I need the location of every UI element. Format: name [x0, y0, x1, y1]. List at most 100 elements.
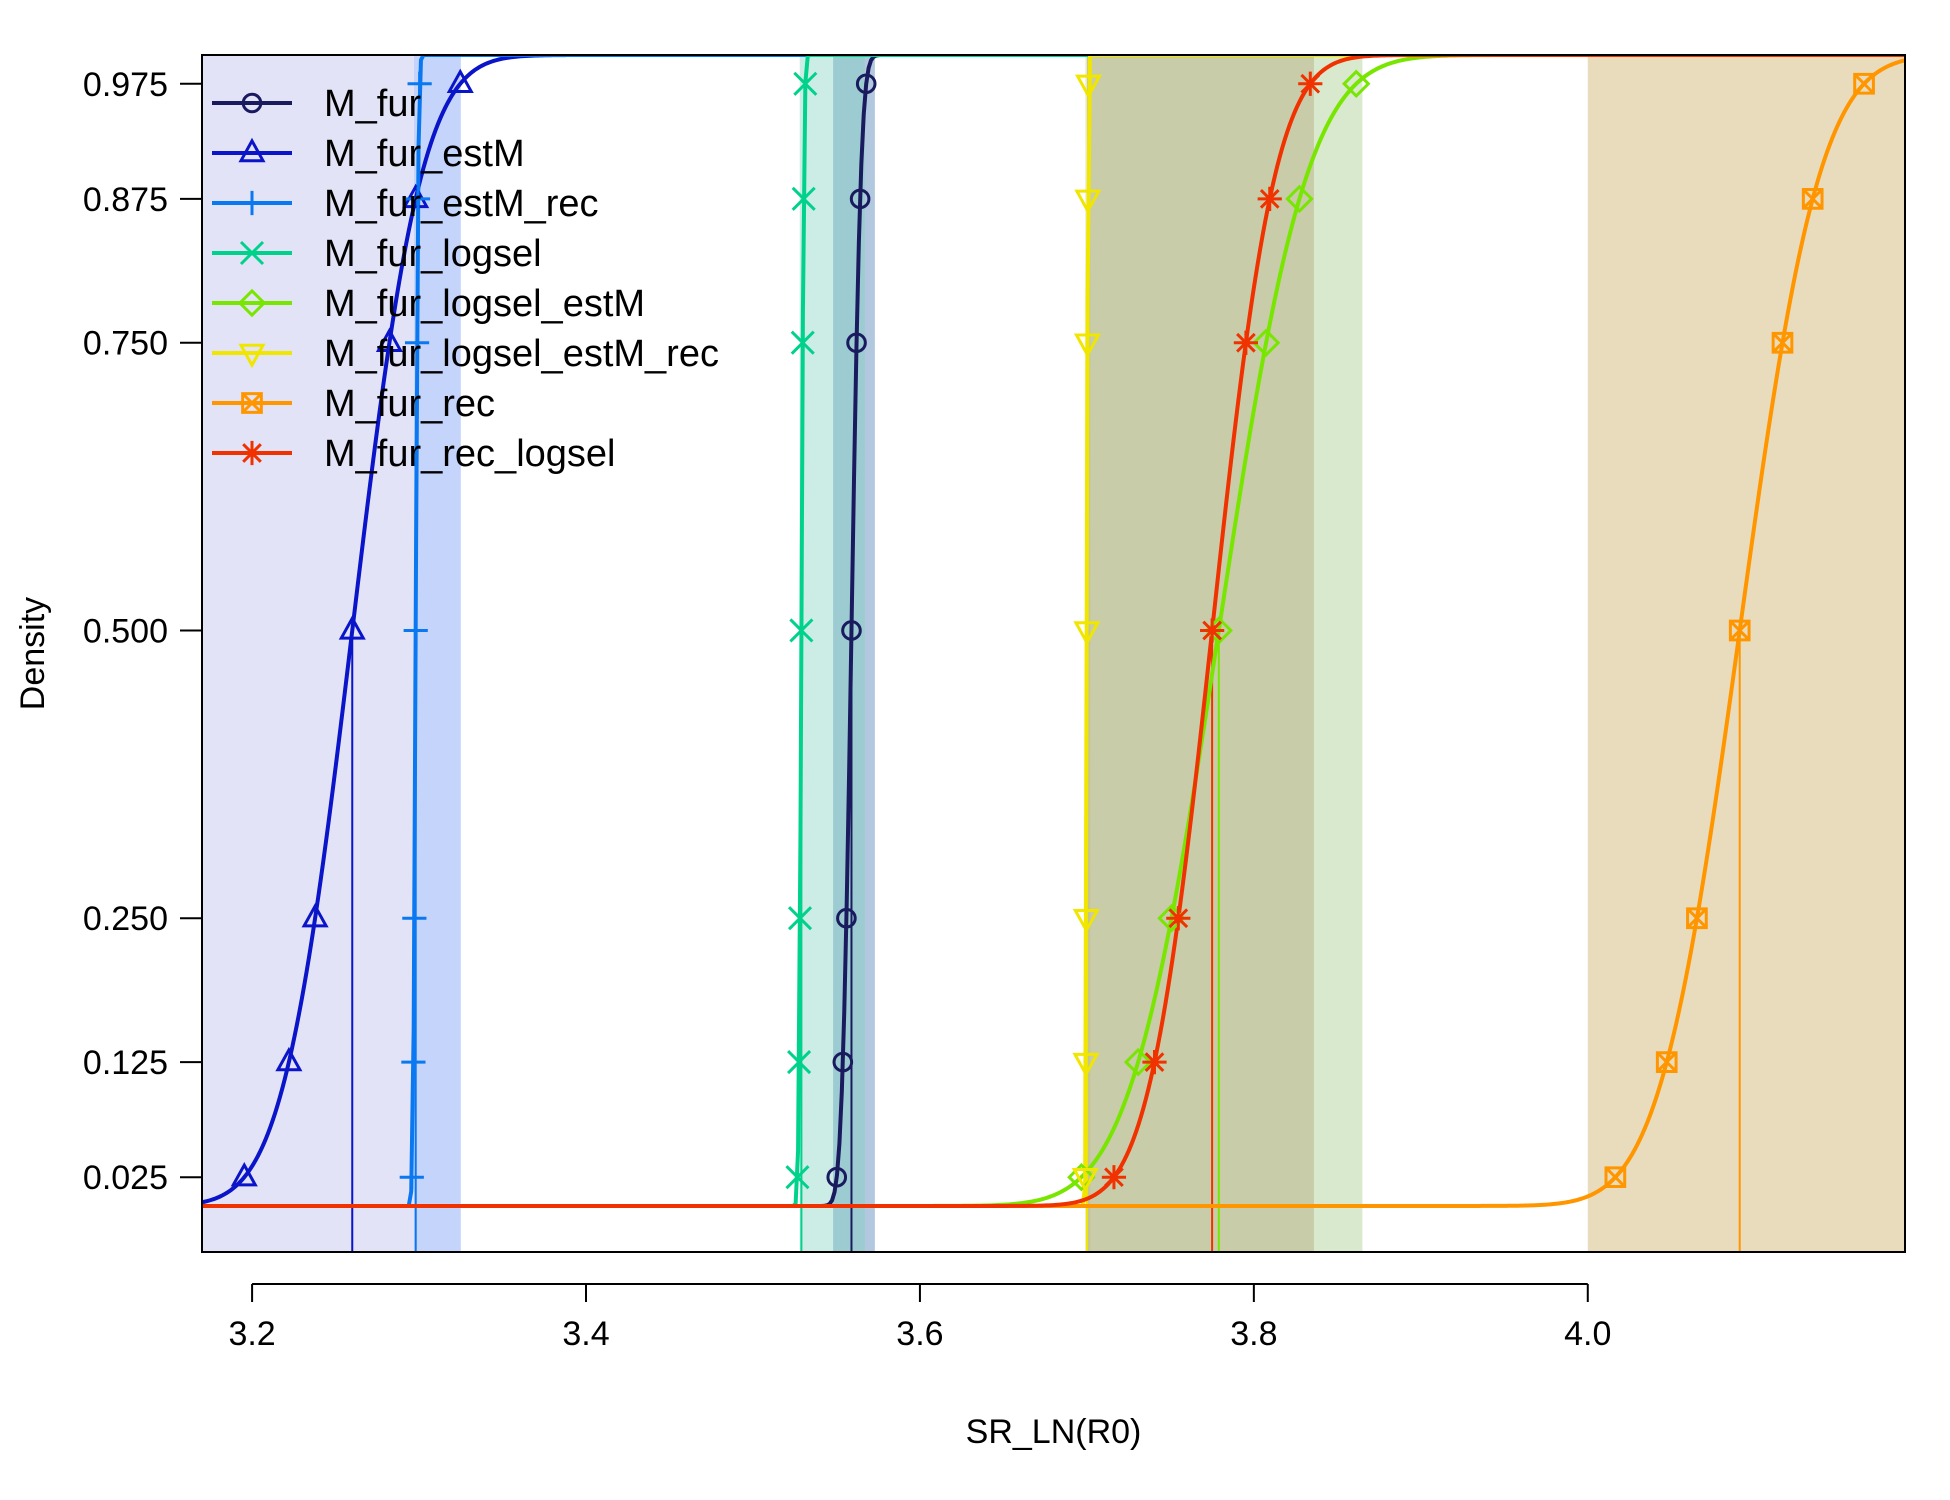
marker-M_fur	[832, 1051, 854, 1073]
legend-label: M_fur_logsel	[324, 233, 542, 275]
y-tick-label: 0.875	[83, 181, 168, 219]
marker-M_fur_estM_rec	[405, 186, 431, 211]
curve-markers	[230, 68, 1875, 1193]
legend-label: M_fur	[324, 83, 421, 125]
marker-M_fur_logsel	[787, 1050, 812, 1075]
marker-M_fur_estM_rec	[403, 618, 428, 643]
legend-marker	[239, 240, 265, 266]
marker-M_fur_estM	[446, 68, 474, 93]
marker-M_fur_estM	[375, 327, 403, 352]
marker-M_fur_logsel_estM_rec	[1072, 1052, 1100, 1078]
marker-M_fur_estM_rec	[402, 906, 427, 931]
band-M_fur_logsel_estM	[1086, 55, 1363, 1252]
legend-item-M_fur_estM_rec: M_fur_estM_rec	[212, 183, 599, 225]
marker-M_fur_rec	[1655, 1051, 1678, 1073]
marker-M_fur_estM	[275, 1046, 303, 1072]
marker-M_fur_rec_logsel	[1101, 1165, 1127, 1190]
band-M_fur_rec	[1587, 55, 1905, 1252]
y-tick-label: 0.975	[83, 66, 168, 104]
legend-label: M_fur_logsel_estM_rec	[324, 333, 719, 375]
marker-M_fur_estM	[301, 903, 329, 928]
marker-M_fur	[849, 188, 871, 210]
marker-M_fur_estM	[402, 183, 430, 209]
marker-M_fur_estM_rec	[399, 1165, 424, 1190]
marker-M_fur_logsel	[793, 71, 818, 96]
x-tick-label: 3.6	[896, 1315, 943, 1353]
marker-M_fur	[836, 907, 857, 929]
marker-M_fur_rec	[1801, 188, 1824, 210]
marker-M_fur_rec	[1686, 907, 1708, 930]
marker-M_fur_rec	[1604, 1166, 1627, 1189]
marker-M_fur_rec	[1771, 331, 1794, 354]
legend-marker	[241, 392, 263, 414]
legend-item-M_fur_logsel_estM_rec: M_fur_logsel_estM_rec	[212, 333, 719, 375]
marker-M_fur_rec_logsel	[1142, 1049, 1167, 1075]
cdf-curve-M_fur_estM	[202, 55, 1905, 1205]
marker-M_fur	[841, 620, 862, 641]
x-axis-label: SR_LN(R0)	[966, 1413, 1142, 1451]
x-tick-label: 4.0	[1564, 1315, 1611, 1353]
y-tick-label: 0.750	[83, 325, 168, 363]
x-tick-label: 3.2	[228, 1315, 275, 1353]
legend-marker	[239, 190, 265, 216]
marker-M_fur_logsel	[791, 186, 816, 211]
y-tick-label: 0.025	[83, 1159, 168, 1197]
marker-M_fur_logsel_estM_rec	[1073, 333, 1102, 358]
marker-M_fur_rec_logsel	[1166, 906, 1191, 931]
marker-M_fur_logsel	[785, 1165, 810, 1190]
y-tick-label: 0.500	[83, 612, 168, 650]
marker-M_fur_rec_logsel	[1257, 186, 1282, 211]
legend-item-M_fur_rec_logsel: M_fur_rec_logsel	[212, 433, 615, 475]
marker-M_fur_logsel_estM_rec	[1072, 909, 1100, 934]
legend-item-M_fur_logsel: M_fur_logsel	[212, 233, 542, 275]
marker-M_fur_logsel_estM	[1285, 184, 1314, 214]
marker-M_fur_logsel_estM_rec	[1073, 621, 1101, 646]
legend-label: M_fur_rec	[324, 383, 495, 425]
legend-item-M_fur_logsel_estM: M_fur_logsel_estM	[212, 283, 645, 325]
legend-label: M_fur_estM_rec	[324, 183, 599, 225]
median-lines	[351, 630, 1741, 1252]
marker-M_fur_estM	[338, 615, 366, 640]
marker-M_fur_rec	[1853, 72, 1875, 95]
band-M_fur_estM_rec	[414, 55, 461, 1252]
legend-item-M_fur_estM: M_fur_estM	[212, 133, 525, 175]
marker-M_fur_rec	[1728, 619, 1751, 642]
y-axis: 0.025 0.125 0.250 0.500 0.750 0.875 0.975	[83, 66, 203, 1197]
legend: M_fur M_fur_estM M_fur_estM_rec M_fur_logse…	[212, 83, 719, 475]
y-tick-label: 0.250	[83, 900, 168, 938]
marker-M_fur_rec_logsel	[1298, 71, 1323, 96]
legend-item-M_fur: M_fur	[212, 83, 421, 125]
cdf-curve-M_fur_rec_logsel	[202, 55, 1905, 1208]
band-M_fur_rec_logsel	[1086, 55, 1314, 1252]
marker-M_fur_logsel_estM	[1342, 69, 1371, 98]
x-axis: 3.2 3.4 3.6 3.8 4.0	[228, 1283, 1611, 1353]
marker-M_fur_logsel_estM_rec	[1074, 189, 1102, 215]
marker-M_fur_logsel	[787, 906, 813, 931]
marker-M_fur_logsel	[789, 618, 814, 643]
marker-M_fur_logsel_estM_rec	[1074, 74, 1103, 99]
marker-M_fur_estM_rec	[407, 71, 432, 96]
marker-M_fur_logsel_estM	[1251, 328, 1281, 357]
marker-M_fur	[846, 332, 867, 354]
legend-item-M_fur_rec: M_fur_rec	[212, 383, 495, 425]
x-tick-label: 3.4	[562, 1315, 609, 1353]
marker-M_fur_rec_logsel	[1233, 330, 1258, 355]
marker-M_fur_rec_logsel	[1200, 618, 1225, 643]
marker-M_fur_logsel_estM	[1123, 1047, 1153, 1077]
legend-label: M_fur_estM	[324, 133, 525, 175]
marker-M_fur_estM_rec	[401, 1049, 426, 1075]
legend-marker	[238, 137, 266, 163]
legend-marker	[241, 92, 263, 114]
legend-marker	[239, 440, 265, 466]
marker-M_fur_logsel_estM_rec	[1071, 1167, 1099, 1193]
marker-M_fur	[855, 73, 877, 95]
marker-M_fur	[826, 1166, 848, 1188]
y-tick-label: 0.125	[83, 1044, 168, 1082]
marker-M_fur_estM_rec	[404, 330, 430, 355]
x-tick-label: 3.8	[1230, 1315, 1277, 1353]
marker-M_fur_logsel_estM	[1067, 1162, 1096, 1192]
legend-label: M_fur_logsel_estM	[324, 283, 645, 325]
y-axis-label: Density	[14, 597, 52, 710]
legend-label: M_fur_rec_logsel	[324, 433, 615, 475]
